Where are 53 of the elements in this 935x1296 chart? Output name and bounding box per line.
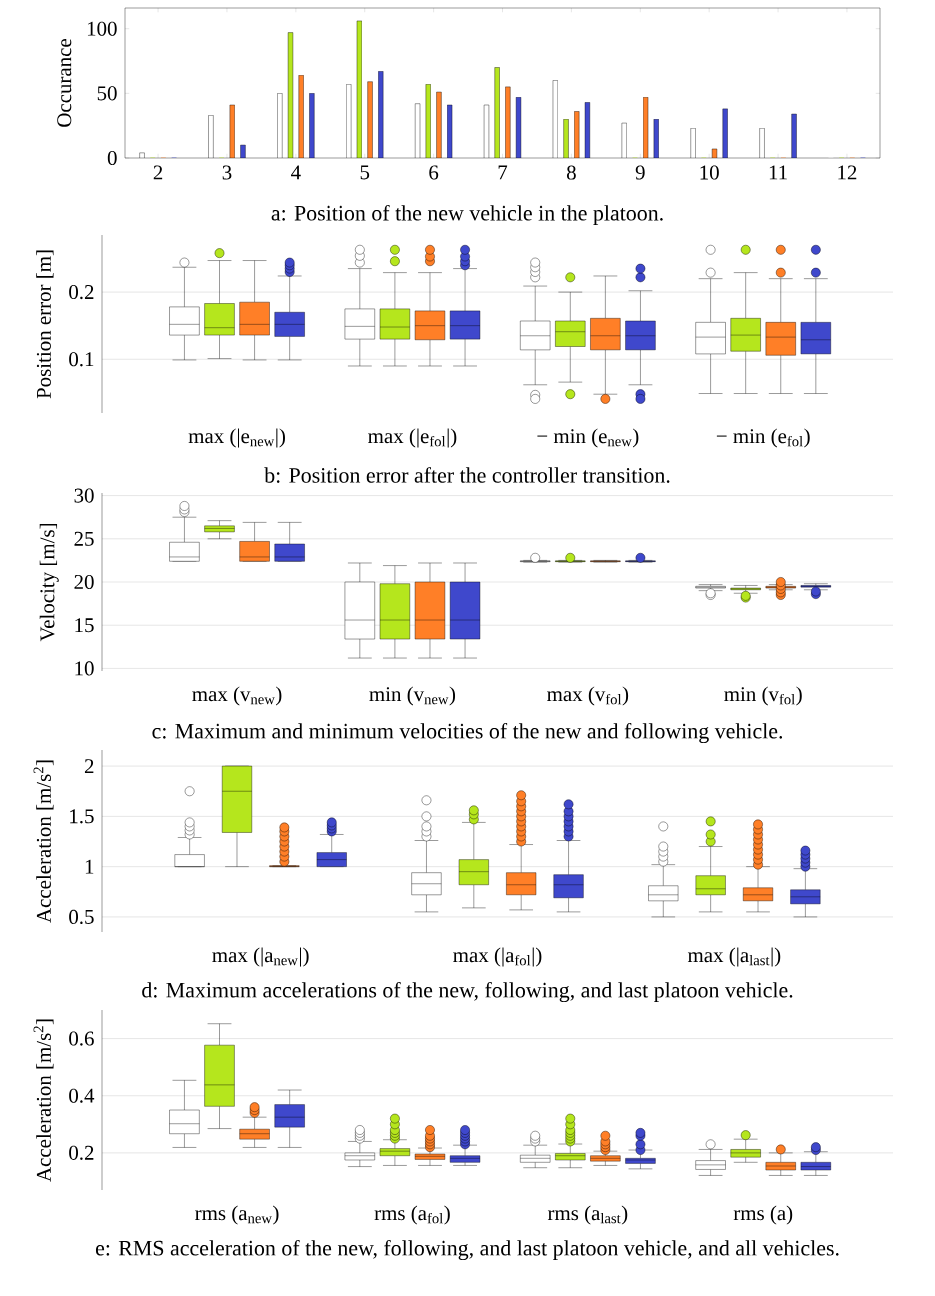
y-tick-label: 15: [75, 618, 94, 633]
x-tick-label: 4: [291, 165, 301, 180]
x-tick-label: max (v$_{fol}$): [547, 686, 629, 706]
x-tick-label: max (|e$_{new}$|): [188, 428, 285, 448]
y-axis-title: Acceleration [m/s$^{2}$]: [33, 760, 54, 923]
y-tick-label: 0.2: [69, 1145, 94, 1160]
x-tick-label: − min (e$_{new}$): [537, 428, 639, 448]
text: a: Position of the new vehicle in the platoon.: [271, 204, 663, 226]
x-tick-label: min (v$_{fol}$): [724, 686, 802, 706]
x-tick-label: max (|a$_{last}$|): [687, 947, 781, 967]
y-tick-label: 1: [85, 859, 94, 874]
y-tick-label: 25: [74, 531, 94, 546]
y-tick-label: 50: [97, 86, 117, 101]
x-tick-label: 3: [222, 165, 232, 180]
x-tick-label: − min (e$_{fol}$): [716, 428, 810, 448]
x-tick-label: 8: [566, 165, 576, 180]
y-tick-label: 20: [74, 574, 94, 590]
x-tick-label: rms (a$_{fol}$): [374, 1205, 450, 1225]
x-tick-label: 10: [700, 165, 719, 180]
x-tick-label: min (v$_{new}$): [369, 686, 456, 706]
y-tick-label: 2: [84, 759, 94, 774]
text: e: RMS acceleration of the new, following, and last platoon vehicle, and all vehicles.: [95, 1239, 839, 1261]
x-tick-label: 12: [838, 165, 857, 180]
x-tick-label: 11: [769, 165, 787, 180]
x-tick-label: 7: [498, 165, 508, 180]
y-tick-label: 100: [87, 21, 117, 36]
y-tick-label: 1.5: [70, 809, 94, 824]
x-tick-label: max (|a$_{new}$|): [212, 947, 309, 967]
x-tick-label: 5: [360, 165, 370, 180]
y-axis-title: Velocity [m/s]: [39, 523, 59, 642]
y-tick-label: 0.6: [69, 1031, 94, 1046]
y-axis-title: Acceleration [m/s$^{2}$]: [33, 1019, 54, 1182]
x-tick-label: rms (a): [733, 1205, 793, 1225]
text: b: Position error after the controller transition.: [264, 467, 670, 483]
x-tick-label: 2: [153, 165, 163, 180]
x-tick-label: max (|a$_{fol}$|): [453, 947, 542, 967]
x-tick-label: 6: [429, 165, 439, 180]
y-tick-label: 0: [107, 150, 117, 166]
y-axis-title: Occurance: [57, 39, 72, 127]
x-tick-label: rms (a$_{new}$): [195, 1205, 279, 1225]
y-tick-label: 30: [74, 488, 94, 503]
y-tick-label: 0.5: [69, 909, 94, 925]
x-tick-label: max (v$_{new}$): [192, 686, 282, 706]
text: d: Maximum accelerations of the new, following, and last platoon vehicle.: [142, 981, 793, 1003]
x-tick-label: 9: [635, 165, 645, 180]
y-tick-label: 0.1: [69, 352, 94, 367]
y-axis-title: Position error [m]: [36, 250, 54, 399]
text: c: Maximum and minimum velocities of the new and following vehicle.: [152, 722, 783, 744]
x-tick-label: max (|e$_{fol}$|): [368, 428, 457, 448]
y-tick-label: 0.2: [69, 285, 94, 300]
y-tick-label: 0.4: [69, 1088, 95, 1103]
x-tick-label: rms (a$_{last}$): [547, 1205, 628, 1225]
y-tick-label: 10: [75, 661, 94, 676]
